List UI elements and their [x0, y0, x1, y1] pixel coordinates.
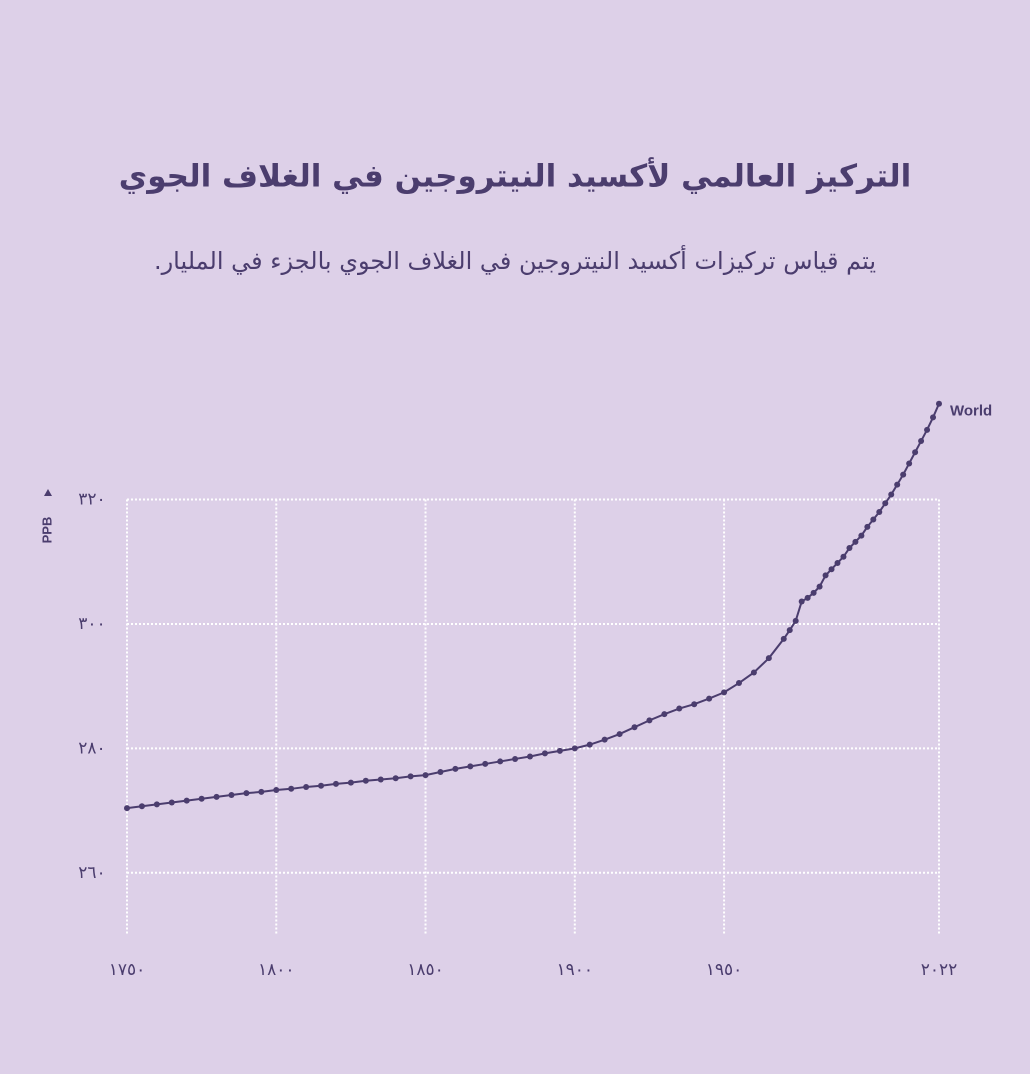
data-point [876, 508, 883, 515]
chart-subtitle: يتم قياس تركيزات أكسيد النيتروجين في الغ… [154, 245, 876, 275]
data-point [153, 801, 160, 808]
data-point [452, 765, 459, 772]
data-point [258, 788, 265, 795]
data-point [912, 449, 919, 456]
data-point [377, 776, 384, 783]
data-point [422, 772, 429, 779]
series-label: World [950, 403, 992, 420]
y-tick-label: ٣٠٠ [78, 614, 105, 634]
data-point [810, 589, 817, 596]
chart-title: التركيز العالمي لأكسيد النيتروجين في الغ… [119, 157, 911, 195]
data-point [332, 780, 339, 787]
data-point [721, 689, 728, 696]
x-tick-label: ١٨٠٠ [258, 960, 295, 980]
data-point [482, 760, 489, 767]
data-point [407, 773, 414, 780]
data-point [870, 516, 877, 523]
data-point [527, 753, 534, 760]
axis-arrow [44, 489, 52, 496]
y-axis-label: PPB [39, 517, 54, 544]
data-point [846, 545, 853, 552]
data-point [497, 758, 504, 765]
x-tick-label: ٢٠٢٢ [921, 960, 958, 980]
y-tick-label: ٢٦٠ [78, 863, 105, 883]
data-point [138, 803, 145, 810]
data-point [392, 775, 399, 782]
data-point [750, 669, 757, 676]
data-point [467, 763, 474, 770]
data-point [834, 559, 841, 566]
data-point [616, 731, 623, 738]
data-point [858, 532, 865, 539]
data-point [786, 627, 793, 634]
data-point [882, 500, 889, 507]
x-tick-label: ١٨٥٠ [407, 960, 444, 980]
x-tick-label: ١٩٠٠ [557, 960, 594, 980]
data-point [512, 755, 519, 762]
data-point [646, 717, 653, 724]
data-point [930, 414, 937, 421]
data-point [816, 583, 823, 590]
y-tick-label: ٢٨٠ [78, 738, 105, 758]
data-point [852, 538, 859, 545]
data-point [780, 635, 787, 642]
data-point [288, 785, 295, 792]
data-point [888, 491, 895, 498]
data-point [631, 724, 638, 731]
data-point [661, 711, 668, 718]
data-point [918, 438, 925, 445]
data-point [864, 523, 871, 530]
data-point [735, 680, 742, 687]
data-point [906, 460, 913, 467]
y-tick-label: ٣٢٠ [78, 490, 105, 510]
data-point [571, 745, 578, 752]
data-point [792, 617, 799, 624]
data-point [676, 705, 683, 712]
data-point [840, 553, 847, 560]
x-tick-label: ١٧٥٠ [109, 960, 146, 980]
data-point [894, 481, 901, 488]
data-point [798, 598, 805, 605]
x-tick-label: ١٩٥٠ [706, 960, 743, 980]
data-point [198, 795, 205, 802]
data-point [303, 783, 310, 790]
data-point [124, 805, 130, 812]
data-point [541, 750, 548, 757]
data-point [183, 797, 190, 804]
data-point [601, 736, 608, 743]
data-point [691, 701, 698, 708]
data-point [273, 787, 280, 794]
data-point [213, 793, 220, 800]
data-point [900, 471, 907, 478]
data-point [362, 777, 369, 784]
data-point [936, 400, 942, 407]
data-point [243, 790, 250, 797]
data-point [586, 741, 593, 748]
data-point [822, 572, 829, 579]
data-point [804, 594, 811, 601]
data-point [556, 747, 563, 754]
data-point [347, 779, 354, 786]
data-point [318, 782, 325, 789]
data-point [228, 792, 235, 799]
data-point [828, 566, 835, 573]
data-point [765, 655, 772, 662]
data-point [168, 799, 175, 806]
data-point [706, 695, 713, 702]
data-point [924, 426, 931, 433]
data-point [437, 769, 444, 776]
